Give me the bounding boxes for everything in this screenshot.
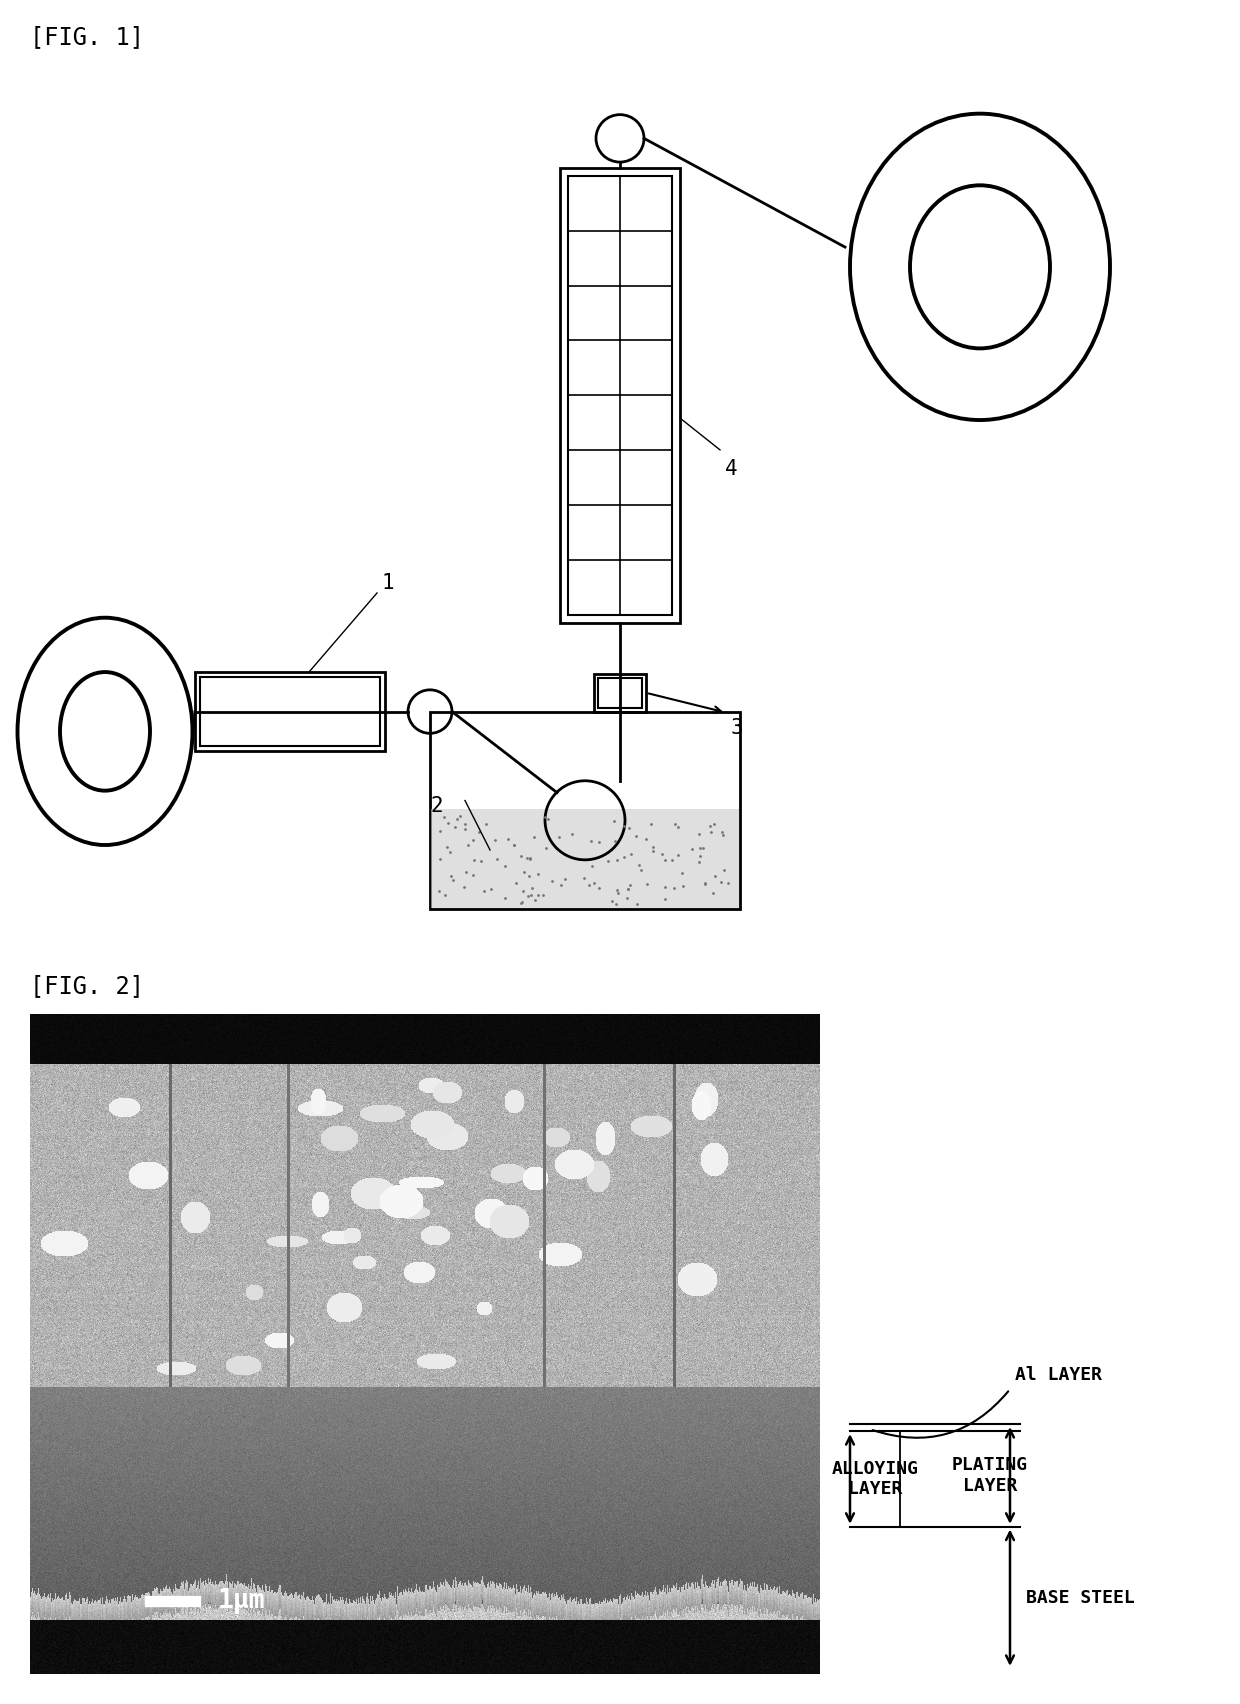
Bar [195, 671, 384, 751]
Bar [598, 678, 642, 707]
Text: Al LAYER: Al LAYER [1016, 1367, 1102, 1384]
Text: 1: 1 [382, 573, 394, 593]
Bar [200, 676, 379, 746]
Bar [145, 1597, 200, 1605]
Text: 4: 4 [725, 458, 738, 479]
Text: 3: 3 [732, 717, 744, 738]
Bar [560, 169, 680, 622]
Text: [FIG. 1]: [FIG. 1] [30, 26, 144, 49]
Bar [568, 176, 672, 615]
Bar [432, 809, 739, 908]
Text: ALLOYING
LAYER: ALLOYING LAYER [832, 1460, 919, 1498]
Text: 1μm: 1μm [218, 1588, 265, 1614]
Bar [430, 712, 740, 910]
Text: [FIG. 2]: [FIG. 2] [30, 975, 144, 999]
Text: 2: 2 [430, 796, 443, 816]
Text: BASE STEEL: BASE STEEL [1025, 1588, 1135, 1607]
Text: PLATING
LAYER: PLATING LAYER [952, 1455, 1028, 1494]
Bar [594, 675, 646, 712]
